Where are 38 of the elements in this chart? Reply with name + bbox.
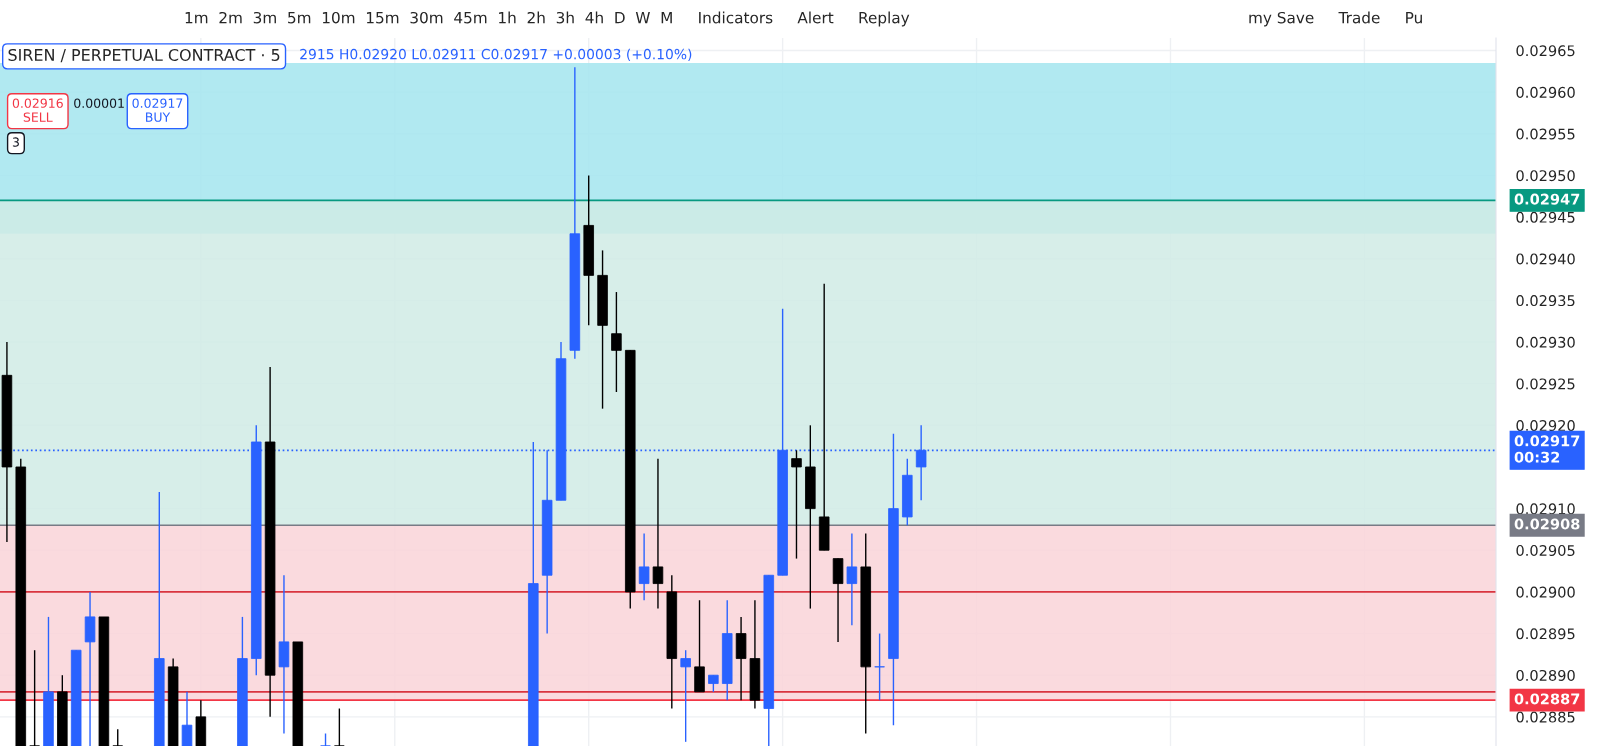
annotation: 0.02916 SELL (12, 98, 63, 122)
y-tick-label: 0.02940 (1516, 253, 1575, 265)
y-tick-label: 0.02955 (1516, 128, 1575, 140)
y-tick-label: 0.02950 (1516, 170, 1575, 182)
ref-line-label: 0.02947 (1514, 193, 1580, 205)
candlestick (791, 449, 802, 560)
ref-line-label: 0.02887 (1514, 693, 1580, 705)
candlestick (29, 649, 40, 746)
candlestick (334, 707, 345, 746)
candlestick (680, 649, 691, 743)
y-tick-label: 0.02910 (1516, 503, 1575, 515)
y-tick-label: 0.02905 (1516, 544, 1575, 557)
candlestick (611, 291, 622, 393)
ref-line-label: 0.02908 (1514, 518, 1580, 530)
candlestick (181, 691, 193, 746)
text: 2915 H0.02920 L0.02911 C0.02917 +0.00003 (+0.10%) (300, 48, 692, 61)
annotation: 0.02917 BUY (132, 98, 183, 122)
text: my Save Trade Pu (1249, 11, 1422, 27)
y-tick-label: 0.02945 (1516, 211, 1575, 223)
y-tick-label: 0.02925 (1516, 378, 1575, 390)
y-tick-label: 0.02895 (1516, 628, 1575, 640)
y-tick-label: 0.02890 (1516, 669, 1575, 681)
y-tick-label: 0.02960 (1516, 86, 1575, 98)
text: SIREN / PERPETUAL CONTRACT · 5 (8, 48, 280, 63)
y-tick-label: 0.02900 (1516, 586, 1575, 598)
y-tick-label: 0.02965 (1516, 45, 1575, 57)
text: 1m 2m 3m 5m 10m 15m 30m 45m 1h 2h 3h 4h D W M Indicators Alert Replay (185, 11, 910, 27)
y-tick-label: 0.02885 (1516, 711, 1575, 723)
annotation: 0.00001 (74, 98, 124, 108)
candlestick (638, 532, 650, 601)
y-tick-label: 0.02935 (1516, 295, 1575, 307)
y-tick-label: 0.02920 (1516, 420, 1575, 432)
y-tick-label: 0.02930 (1516, 336, 1575, 348)
candlestick (652, 457, 664, 610)
annotation: 3 (12, 137, 19, 147)
candlestick (874, 632, 885, 701)
candlestick (846, 532, 858, 626)
ref-line-label: 0.02917 00:32 (1514, 435, 1580, 463)
